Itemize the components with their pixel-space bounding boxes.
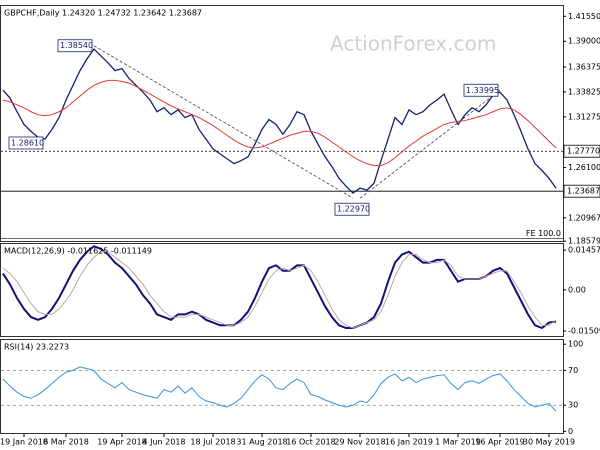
series-line [2,245,557,330]
annotation-box [8,136,44,150]
trendline [93,45,354,199]
y-tick-label: 1.33825 [568,87,600,96]
fe-level-label: FE 100.0 [526,229,561,238]
panel-border [0,339,564,434]
y-tick-label: 30 [568,401,578,410]
y-tick-label: 1.31275 [568,112,600,121]
y-tick-label: 1.41550 [568,12,600,21]
y-tick-label: 1.39000 [568,37,600,46]
panel-title: GBPCHF,Daily 1.24320 1.24732 1.23642 1.2… [4,9,202,18]
y-tick-label: 1.26100 [568,163,600,172]
series-line [2,251,557,329]
x-tick-label: 6 Mar 2018 [43,438,89,447]
y-tick-label: 1.36375 [568,62,600,71]
level-label-box [563,144,600,158]
x-tick-label: 16 Oct 2018 [286,438,335,447]
x-tick-label: 19 Apr 2018 [97,438,146,447]
x-tick-label: 1 Mar 2019 [435,438,481,447]
panel-border [0,5,564,242]
y-tick-label: 100 [568,340,583,349]
x-tick-label: 18 Jul 2018 [190,438,235,447]
y-tick-label: 1.18579 [568,237,600,246]
annotation-box [463,83,499,97]
series-line [2,48,557,194]
x-tick-label: 16 Jan 2019 [385,438,433,447]
x-tick-label: 19 Jan 2018 [0,438,48,447]
level-label: 1.27770 [567,147,600,156]
annotation-label: 1.22970 [337,205,370,214]
y-tick-label: 0.00 [568,285,586,294]
y-tick-label: -0.015096 [568,326,600,335]
y-tick-label: 0.014579 [568,246,600,255]
level-label: 1.23687 [567,187,600,196]
panel-border [0,243,564,337]
level-label-box [563,184,600,198]
x-tick-label: 31 Aug 2018 [236,438,287,447]
annotation-box [57,39,93,53]
series-line [2,79,557,167]
y-tick-label: 1.20967 [568,213,600,222]
annotation-label: 1.28610 [11,138,44,147]
annotation-label: 1.38540 [60,41,93,50]
panel-title: RSI(14) 23.2273 [4,343,69,352]
x-tick-label: 30 May 2019 [523,438,575,447]
panel-title: MACD(12,26,9) -0.011625 -0.011149 [4,247,152,256]
annotation-box [334,202,370,216]
watermark: ActionForex.com [330,32,496,56]
x-tick-label: 4 Jun 2018 [142,438,185,447]
y-tick-label: 70 [568,366,578,375]
series-line [2,366,557,412]
x-tick-label: 29 Nov 2018 [334,438,385,447]
x-tick-label: 16 Apr 2019 [475,438,524,447]
trendline [359,89,501,199]
y-tick-label: 0 [568,427,573,436]
annotation-label: 1.33995 [466,86,499,95]
